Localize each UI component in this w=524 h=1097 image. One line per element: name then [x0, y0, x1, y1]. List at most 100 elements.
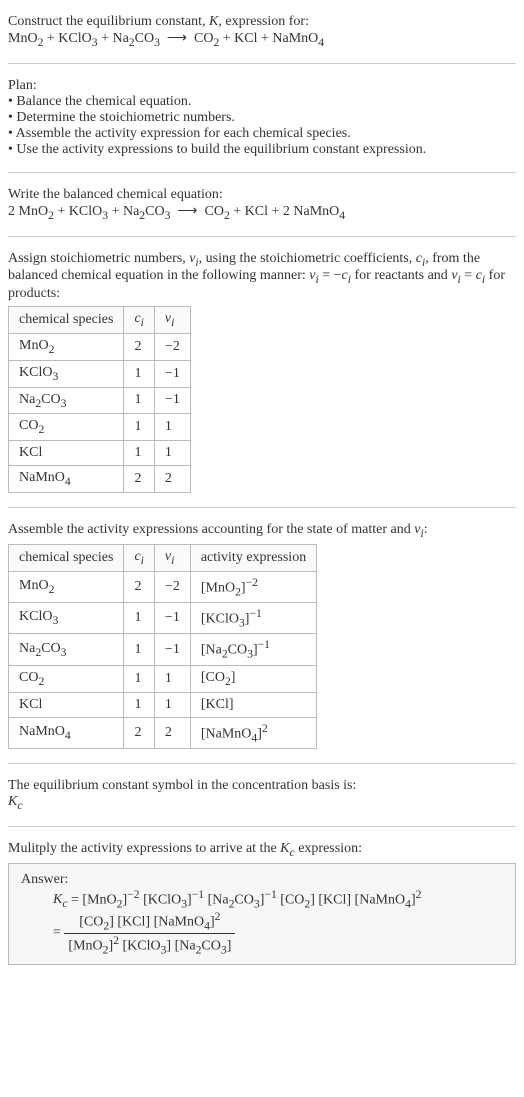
table-cell: 1 — [124, 360, 154, 387]
table-cell: −1 — [154, 603, 190, 634]
intro-text-1: Construct the equilibrium constant, — [8, 14, 209, 29]
table-cell: KClO3 — [9, 603, 124, 634]
table-row: Na2CO31−1[Na2CO3]−1 — [9, 634, 317, 665]
table-cell: 2 — [124, 333, 154, 360]
intro-text-2: , expression for: — [218, 14, 309, 29]
table-cell: 1 — [154, 692, 190, 717]
table-row: MnO22−2[MnO2]−2 — [9, 571, 317, 602]
intro-equation: MnO2 + KClO3 + Na2CO3 ⟶ CO2 + KCl + NaMn… — [8, 30, 516, 49]
intro-line: Construct the equilibrium constant, K, e… — [8, 14, 516, 30]
table-cell: 2 — [154, 717, 190, 748]
answer-equals: = — [53, 925, 64, 940]
separator — [8, 763, 516, 764]
table-row: Na2CO31−1 — [9, 387, 191, 414]
intro-K: K — [209, 14, 218, 29]
table-header: activity expression — [190, 544, 316, 571]
answer-label: Answer: — [21, 872, 503, 888]
separator — [8, 172, 516, 173]
table-cell: −2 — [154, 571, 190, 602]
stoich-section: Assign stoichiometric numbers, νi, using… — [8, 245, 516, 499]
multiply-line: Mulitply the activity expressions to arr… — [8, 841, 516, 859]
table-cell: 2 — [154, 466, 190, 493]
table-row: KCl11 — [9, 441, 191, 466]
separator — [8, 826, 516, 827]
plan-item: • Use the activity expressions to build … — [8, 142, 516, 158]
stoich-table: chemical speciesciνi MnO22−2KClO31−1Na2C… — [8, 306, 191, 493]
table-cell: KCl — [9, 692, 124, 717]
balanced-header: Write the balanced chemical equation: — [8, 187, 516, 203]
table-cell: 2 — [124, 466, 154, 493]
table-cell: Na2CO3 — [9, 387, 124, 414]
table-row: MnO22−2 — [9, 333, 191, 360]
balanced-equation: 2 MnO2 + KClO3 + Na2CO3 ⟶ CO2 + KCl + 2 … — [8, 203, 516, 222]
table-header: chemical species — [9, 307, 124, 334]
activity-section: Assemble the activity expressions accoun… — [8, 516, 516, 755]
table-header: ci — [124, 544, 154, 571]
table-row: KClO31−1 — [9, 360, 191, 387]
table-cell: KCl — [9, 441, 124, 466]
separator — [8, 507, 516, 508]
table-cell: 1 — [124, 692, 154, 717]
table-cell: −2 — [154, 333, 190, 360]
table-cell: 1 — [154, 414, 190, 441]
symbol-kc: Kc — [8, 794, 516, 812]
table-row: CO211 — [9, 414, 191, 441]
separator — [8, 236, 516, 237]
plan-header: Plan: — [8, 78, 516, 94]
table-row: KCl11[KCl] — [9, 692, 317, 717]
table-cell: 2 — [124, 571, 154, 602]
table-cell: NaMnO4 — [9, 717, 124, 748]
table-cell: [KClO3]−1 — [190, 603, 316, 634]
table-cell: 1 — [154, 665, 190, 692]
table-header: chemical species — [9, 544, 124, 571]
table-header: ci — [124, 307, 154, 334]
table-cell: 1 — [124, 441, 154, 466]
table-cell: [NaMnO4]2 — [190, 717, 316, 748]
table-cell: KClO3 — [9, 360, 124, 387]
answer-content: Kc = [MnO2]−2 [KClO3]−1 [Na2CO3]−1 [CO2]… — [21, 888, 503, 956]
table-cell: 1 — [124, 665, 154, 692]
answer-line2: = [CO2] [KCl] [NaMnO4]2 [MnO2]2 [KClO3] … — [53, 910, 503, 956]
table-cell: MnO2 — [9, 333, 124, 360]
answer-fraction: [CO2] [KCl] [NaMnO4]2 [MnO2]2 [KClO3] [N… — [64, 910, 235, 956]
table-cell: −1 — [154, 360, 190, 387]
table-cell: 1 — [124, 414, 154, 441]
answer-box: Answer: Kc = [MnO2]−2 [KClO3]−1 [Na2CO3]… — [8, 863, 516, 965]
table-cell: 1 — [124, 387, 154, 414]
plan-item: • Balance the chemical equation. — [8, 94, 516, 110]
intro-section: Construct the equilibrium constant, K, e… — [8, 8, 516, 55]
balanced-section: Write the balanced chemical equation: 2 … — [8, 181, 516, 228]
table-row: KClO31−1[KClO3]−1 — [9, 603, 317, 634]
plan-item: • Determine the stoichiometric numbers. — [8, 110, 516, 126]
table-cell: CO2 — [9, 665, 124, 692]
separator — [8, 63, 516, 64]
table-cell: 1 — [154, 441, 190, 466]
plan-section: Plan: • Balance the chemical equation.• … — [8, 72, 516, 164]
table-cell: [MnO2]−2 — [190, 571, 316, 602]
table-row: CO211[CO2] — [9, 665, 317, 692]
table-cell: 1 — [124, 634, 154, 665]
answer-numerator: [CO2] [KCl] [NaMnO4]2 — [64, 910, 235, 933]
table-cell: CO2 — [9, 414, 124, 441]
table-cell: 2 — [124, 717, 154, 748]
answer-line1: Kc = [MnO2]−2 [KClO3]−1 [Na2CO3]−1 [CO2]… — [53, 888, 503, 910]
table-cell: NaMnO4 — [9, 466, 124, 493]
table-cell: Na2CO3 — [9, 634, 124, 665]
table-cell: −1 — [154, 634, 190, 665]
symbol-line: The equilibrium constant symbol in the c… — [8, 778, 516, 794]
symbol-section: The equilibrium constant symbol in the c… — [8, 772, 516, 818]
table-header: νi — [154, 307, 190, 334]
table-cell: MnO2 — [9, 571, 124, 602]
table-cell: [CO2] — [190, 665, 316, 692]
multiply-section: Mulitply the activity expressions to arr… — [8, 835, 516, 971]
table-cell: [KCl] — [190, 692, 316, 717]
table-row: NaMnO422[NaMnO4]2 — [9, 717, 317, 748]
table-header: νi — [154, 544, 190, 571]
stoich-intro: Assign stoichiometric numbers, νi, using… — [8, 251, 516, 303]
plan-item: • Assemble the activity expression for e… — [8, 126, 516, 142]
activity-table: chemical speciesciνiactivity expression … — [8, 544, 317, 749]
table-cell: [Na2CO3]−1 — [190, 634, 316, 665]
answer-denominator: [MnO2]2 [KClO3] [Na2CO3] — [64, 934, 235, 956]
table-cell: 1 — [124, 603, 154, 634]
table-row: NaMnO422 — [9, 466, 191, 493]
